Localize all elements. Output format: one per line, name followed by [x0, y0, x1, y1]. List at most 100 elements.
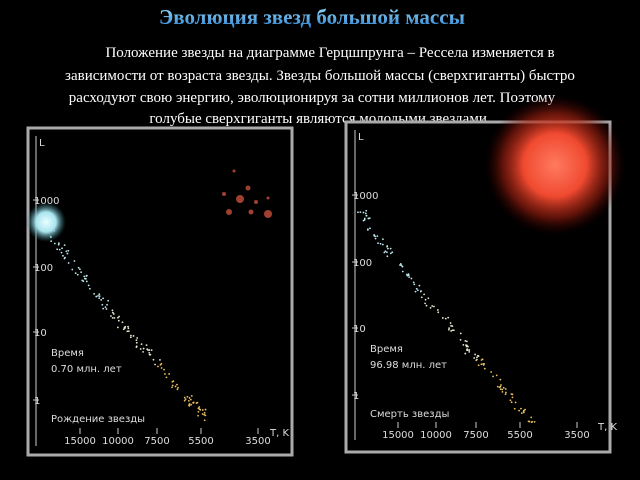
star-dot	[530, 416, 533, 419]
star-dot	[407, 273, 410, 276]
caption: Смерть звезды	[370, 409, 449, 420]
star-dot	[132, 335, 135, 337]
star-dot	[368, 217, 371, 220]
star-dot	[377, 242, 379, 245]
star-dot	[65, 250, 68, 253]
star-dot	[419, 290, 422, 293]
star-dot	[389, 252, 392, 255]
star-dot	[98, 295, 101, 297]
star-dot	[58, 242, 60, 245]
star-dot	[379, 242, 382, 245]
star-dot	[171, 381, 174, 383]
star-dot	[481, 358, 484, 361]
star-dot	[449, 322, 452, 324]
star-dot	[174, 385, 177, 388]
star-dot	[382, 238, 384, 241]
star-dot	[389, 247, 392, 250]
star-dot	[187, 399, 190, 402]
star-dot	[384, 250, 387, 253]
star-dot	[148, 352, 151, 354]
text-line: Положение звезды на диаграмме Герцшпрунг…	[105, 45, 554, 61]
red-star	[254, 200, 258, 204]
star-dot	[183, 396, 186, 399]
star-dot	[505, 391, 507, 394]
x-label: 15000	[64, 436, 96, 447]
time-label: Время	[370, 344, 403, 355]
caption: Рождение звезды	[51, 414, 145, 425]
star-dot	[362, 219, 365, 222]
star-dot	[190, 395, 193, 397]
star-dot	[510, 401, 513, 404]
star-dot	[499, 388, 502, 391]
star-dot	[376, 235, 379, 238]
star-dot	[500, 384, 502, 386]
star-dot	[117, 326, 119, 329]
x-axis-title: T, K	[597, 422, 617, 433]
star-dot	[431, 305, 434, 307]
star-dot	[490, 371, 493, 373]
star-dot	[425, 304, 428, 307]
star-dot	[513, 407, 516, 410]
star-dot	[67, 262, 70, 264]
star-dot	[203, 419, 206, 422]
star-dot	[510, 393, 513, 396]
star-dot	[192, 402, 195, 404]
star-dot	[139, 348, 142, 350]
star-dot	[501, 391, 504, 393]
star-dot	[87, 284, 90, 287]
star-dot	[386, 251, 388, 254]
star-dot	[374, 237, 377, 240]
star-dot	[482, 364, 485, 366]
star-dot	[83, 275, 86, 278]
star-dot	[98, 293, 101, 296]
star-dot	[150, 349, 153, 352]
star-dot	[203, 411, 206, 414]
star-dot	[63, 244, 66, 247]
red-star	[232, 169, 236, 173]
star-dot	[85, 274, 88, 277]
star-dot	[504, 393, 507, 396]
star-dot	[80, 271, 83, 274]
x-label: 10000	[420, 430, 452, 441]
star-dot	[198, 406, 201, 408]
star-dot	[441, 317, 444, 319]
star-dot	[101, 303, 104, 306]
star-dot	[129, 336, 132, 339]
star-dot	[145, 344, 148, 347]
star-dot	[362, 211, 365, 214]
star-dot	[73, 260, 76, 262]
star-dot	[367, 217, 370, 220]
star-dot	[373, 233, 376, 236]
star-dot	[447, 316, 450, 319]
star-dot	[459, 338, 462, 341]
star-dot	[165, 376, 168, 379]
x-label: 5500	[188, 436, 213, 447]
star-dot	[475, 359, 478, 362]
star-dot	[163, 368, 165, 371]
star-dot	[196, 401, 199, 404]
star-dot	[177, 386, 180, 389]
star-dot	[142, 347, 145, 350]
title: Эволюция звезд большой массы	[159, 5, 465, 29]
star-dot	[135, 339, 138, 342]
star-dot	[474, 353, 477, 356]
star-dot	[148, 353, 151, 356]
star-dot	[427, 297, 430, 300]
star-dot	[77, 266, 80, 269]
star-dot	[183, 399, 186, 402]
star-dot	[197, 410, 200, 413]
star-dot	[522, 411, 525, 414]
star-dot	[511, 396, 514, 399]
star-dot	[123, 326, 126, 329]
star-dot	[53, 242, 56, 245]
star-dot	[418, 284, 421, 287]
star-dot	[413, 283, 416, 286]
star-dot	[105, 308, 108, 310]
star-dot	[406, 273, 408, 276]
star-dot	[514, 401, 517, 404]
star-dot	[462, 343, 465, 346]
red-star	[222, 192, 226, 196]
star-dot	[76, 273, 79, 276]
star-dot	[83, 277, 86, 280]
x-label: 3500	[564, 430, 589, 441]
